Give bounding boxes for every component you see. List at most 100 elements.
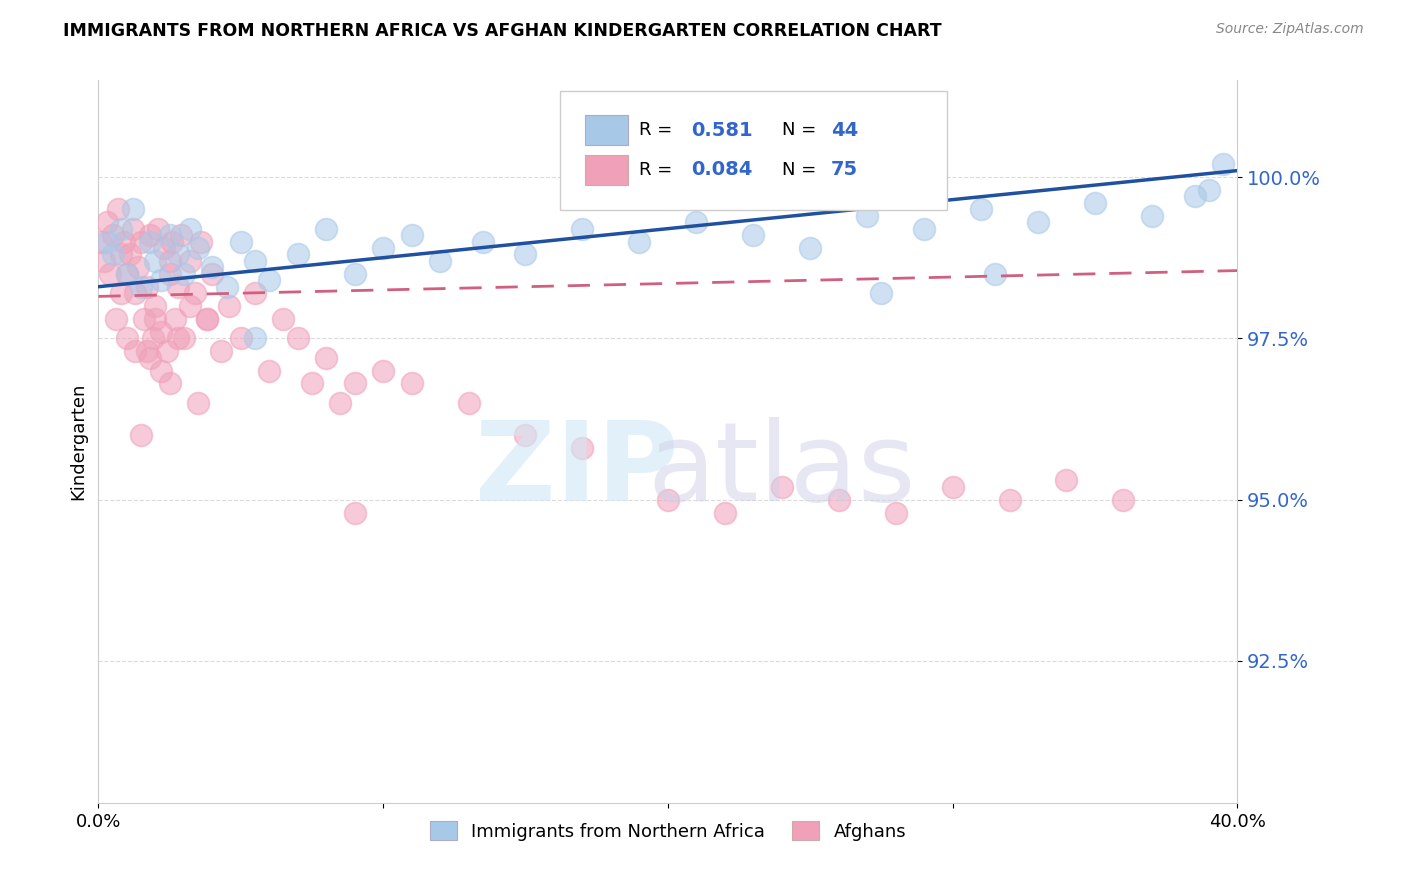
Point xyxy=(243,286,266,301)
Point xyxy=(209,344,232,359)
Point xyxy=(195,312,218,326)
Point xyxy=(912,221,935,235)
Point xyxy=(138,351,160,365)
Point xyxy=(998,492,1021,507)
Point xyxy=(159,254,181,268)
Point xyxy=(138,228,160,243)
Point xyxy=(828,492,851,507)
Point xyxy=(173,331,195,345)
Text: N =: N = xyxy=(782,161,821,179)
FancyBboxPatch shape xyxy=(560,91,946,211)
Point xyxy=(856,209,879,223)
Point xyxy=(1056,473,1078,487)
Point xyxy=(195,312,218,326)
Point xyxy=(90,235,112,249)
Point xyxy=(1112,492,1135,507)
Point xyxy=(287,247,309,261)
Point xyxy=(259,273,281,287)
Text: Source: ZipAtlas.com: Source: ZipAtlas.com xyxy=(1216,22,1364,37)
Point xyxy=(1140,209,1163,223)
Point xyxy=(141,331,163,345)
Point xyxy=(129,235,152,249)
Point xyxy=(124,286,146,301)
Point xyxy=(259,363,281,377)
Text: ZIP: ZIP xyxy=(475,417,679,524)
Point xyxy=(401,376,423,391)
Point xyxy=(129,279,152,293)
Point xyxy=(301,376,323,391)
Text: 75: 75 xyxy=(831,161,858,179)
Point xyxy=(628,235,651,249)
Point xyxy=(371,241,394,255)
Point xyxy=(515,247,537,261)
Point xyxy=(101,228,124,243)
Point xyxy=(104,312,127,326)
Point xyxy=(115,267,138,281)
Point xyxy=(150,363,173,377)
Point xyxy=(118,247,141,261)
Point xyxy=(187,396,209,410)
Point xyxy=(135,344,157,359)
Point xyxy=(173,267,195,281)
Point xyxy=(343,376,366,391)
Point xyxy=(343,267,366,281)
Point xyxy=(1198,183,1220,197)
Text: R =: R = xyxy=(640,161,678,179)
Point xyxy=(218,299,240,313)
Point xyxy=(970,202,993,217)
Point xyxy=(110,247,132,261)
Point xyxy=(714,506,737,520)
Point xyxy=(167,331,190,345)
Point xyxy=(135,279,157,293)
Point xyxy=(201,260,224,275)
Point xyxy=(179,299,201,313)
Point xyxy=(162,235,184,249)
Point xyxy=(145,254,167,268)
Point xyxy=(112,235,135,249)
Point xyxy=(471,235,494,249)
Point xyxy=(121,221,143,235)
Point xyxy=(110,221,132,235)
Point xyxy=(243,254,266,268)
Point xyxy=(132,312,155,326)
Point xyxy=(315,351,337,365)
Text: atlas: atlas xyxy=(648,417,915,524)
Point xyxy=(184,286,207,301)
Point xyxy=(229,235,252,249)
Point xyxy=(159,228,181,243)
Point xyxy=(165,312,187,326)
Point xyxy=(156,344,179,359)
Point xyxy=(1212,157,1234,171)
Point xyxy=(98,267,121,281)
Point xyxy=(129,428,152,442)
Point xyxy=(1084,195,1107,210)
Point xyxy=(229,331,252,345)
Point xyxy=(101,247,124,261)
Point xyxy=(799,241,821,255)
Text: 0.084: 0.084 xyxy=(690,161,752,179)
Point xyxy=(343,506,366,520)
Point xyxy=(138,235,160,249)
Point xyxy=(457,396,479,410)
FancyBboxPatch shape xyxy=(585,115,628,145)
Point xyxy=(315,221,337,235)
Text: R =: R = xyxy=(640,121,678,139)
Point xyxy=(93,254,115,268)
Text: N =: N = xyxy=(782,121,821,139)
Point xyxy=(515,428,537,442)
Point xyxy=(127,260,149,275)
Point xyxy=(1026,215,1049,229)
Point xyxy=(148,221,170,235)
Point xyxy=(190,235,212,249)
Point xyxy=(159,267,181,281)
Point xyxy=(96,235,118,249)
Point xyxy=(170,228,193,243)
Point xyxy=(145,312,167,326)
Point xyxy=(150,325,173,339)
Point xyxy=(984,267,1007,281)
Point xyxy=(273,312,295,326)
Point xyxy=(870,286,893,301)
Y-axis label: Kindergarten: Kindergarten xyxy=(69,383,87,500)
Point xyxy=(287,331,309,345)
Point xyxy=(179,221,201,235)
